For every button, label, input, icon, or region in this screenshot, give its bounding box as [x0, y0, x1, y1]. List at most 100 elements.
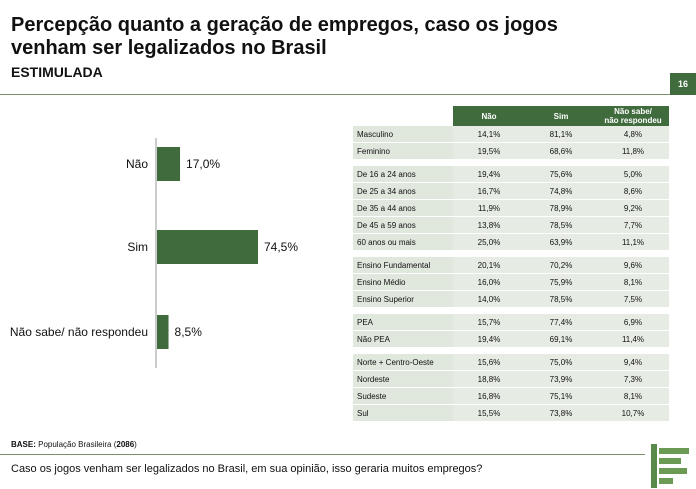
base-close: ) [134, 440, 137, 449]
table-cell: 16,0% [453, 273, 525, 291]
table-cell: 14,1% [453, 126, 525, 143]
table-cell: 69,1% [525, 330, 597, 348]
category-label: Sim [127, 240, 148, 254]
page-subtitle: ESTIMULADA [11, 64, 103, 80]
page-title: Percepção quanto a geração de empregos, … [11, 14, 558, 60]
table-row: Ensino Superior 14,0% 78,5% 7,5% [353, 290, 669, 308]
breakdown-table: Não Sim Não sabe/não respondeu Masculino… [353, 106, 669, 422]
table-row: De 16 a 24 anos 19,4% 75,6% 5,0% [353, 166, 669, 183]
table-cell: 9,6% [597, 257, 669, 274]
title-line-2: venham ser legalizados no Brasil [11, 37, 327, 59]
table-header-row: Não Sim Não sabe/não respondeu [353, 106, 669, 126]
table-header-sim: Sim [525, 106, 597, 126]
table-cell: 6,9% [597, 314, 669, 331]
table-header-nao-sabe: Não sabe/não respondeu [597, 106, 669, 126]
table-row-label: Ensino Fundamental [353, 257, 453, 274]
table-cell: 70,2% [525, 257, 597, 274]
table-row-label: Não PEA [353, 330, 453, 348]
category-label: Não [126, 157, 148, 171]
table-cell: 77,4% [525, 314, 597, 331]
base-text: População Brasileira ( [35, 440, 117, 449]
table-row-label: Feminino [353, 142, 453, 160]
base-count: 2086 [116, 440, 135, 449]
title-line-1: Percepção quanto a geração de empregos, … [11, 14, 558, 36]
base-note: BASE: População Brasileira (2086) [11, 440, 137, 449]
table-group-gap [353, 250, 669, 257]
table-row-label: Sudeste [353, 387, 453, 405]
category-label: Não sabe/ não respondeu [10, 325, 148, 339]
table-row-label: De 35 a 44 anos [353, 199, 453, 217]
table-row: 60 anos ou mais 25,0% 63,9% 11,1% [353, 233, 669, 251]
base-label: BASE: [11, 440, 36, 449]
table-cell: 8,1% [597, 387, 669, 405]
table-cell: 7,3% [597, 370, 669, 388]
table-cell: 8,1% [597, 273, 669, 291]
table-header-empty [353, 106, 453, 126]
table-row: Ensino Médio 16,0% 75,9% 8,1% [353, 273, 669, 291]
table-header-nao: Não [453, 106, 525, 126]
table-cell: 25,0% [453, 233, 525, 251]
table-row-label: Sul [353, 404, 453, 422]
table-row-label: Ensino Médio [353, 273, 453, 291]
table-cell: 19,4% [453, 330, 525, 348]
table-cell: 19,5% [453, 142, 525, 160]
bar [157, 315, 169, 349]
table-row: Feminino 19,5% 68,6% 11,8% [353, 142, 669, 160]
table-cell: 16,7% [453, 182, 525, 200]
table-cell: 9,4% [597, 354, 669, 371]
table-row-label: Ensino Superior [353, 290, 453, 308]
table-cell: 13,8% [453, 216, 525, 234]
table-cell: 16,8% [453, 387, 525, 405]
header-divider [0, 94, 670, 95]
table-cell: 81,1% [525, 126, 597, 143]
table-cell: 11,8% [597, 142, 669, 160]
table-row: Não PEA 19,4% 69,1% 11,4% [353, 330, 669, 348]
table-cell: 75,0% [525, 354, 597, 371]
table-cell: 73,9% [525, 370, 597, 388]
table-row-label: De 16 a 24 anos [353, 166, 453, 183]
table-cell: 63,9% [525, 233, 597, 251]
table-cell: 78,5% [525, 216, 597, 234]
table-group-gap [353, 307, 669, 314]
footer-divider [0, 454, 645, 455]
data-label: 74,5% [264, 240, 298, 254]
table-cell: 20,1% [453, 257, 525, 274]
bar [157, 147, 181, 181]
brand-logo-icon [651, 444, 689, 488]
table-cell: 19,4% [453, 166, 525, 183]
table-cell: 7,5% [597, 290, 669, 308]
table-cell: 11,4% [597, 330, 669, 348]
table-header-nao-sabe-text: Não sabe/não respondeu [604, 107, 662, 125]
table-cell: 68,6% [525, 142, 597, 160]
table-cell: 78,9% [525, 199, 597, 217]
table-row-label: De 45 a 59 anos [353, 216, 453, 234]
bar [157, 230, 258, 264]
table-row-label: Nordeste [353, 370, 453, 388]
data-label: 17,0% [186, 157, 220, 171]
table-cell: 11,1% [597, 233, 669, 251]
table-cell: 8,6% [597, 182, 669, 200]
table-row-label: Norte + Centro-Oeste [353, 354, 453, 371]
table-cell: 75,6% [525, 166, 597, 183]
table-cell: 15,6% [453, 354, 525, 371]
table-row: Ensino Fundamental 20,1% 70,2% 9,6% [353, 257, 669, 274]
table-row: Sul 15,5% 73,8% 10,7% [353, 404, 669, 422]
table-row: PEA 15,7% 77,4% 6,9% [353, 314, 669, 331]
table-cell: 14,0% [453, 290, 525, 308]
table-row-label: 60 anos ou mais [353, 233, 453, 251]
table-cell: 75,9% [525, 273, 597, 291]
table-row: Norte + Centro-Oeste 15,6% 75,0% 9,4% [353, 354, 669, 371]
table-cell: 75,1% [525, 387, 597, 405]
table-row-label: De 25 a 34 anos [353, 182, 453, 200]
table-row: De 35 a 44 anos 11,9% 78,9% 9,2% [353, 199, 669, 217]
table-cell: 15,7% [453, 314, 525, 331]
table-cell: 5,0% [597, 166, 669, 183]
table-row: De 45 a 59 anos 13,8% 78,5% 7,7% [353, 216, 669, 234]
survey-question: Caso os jogos venham ser legalizados no … [11, 463, 483, 475]
data-label: 8,5% [175, 325, 203, 339]
table-cell: 10,7% [597, 404, 669, 422]
table-group-gap [353, 159, 669, 166]
table-cell: 73,8% [525, 404, 597, 422]
table-row-label: PEA [353, 314, 453, 331]
bar-chart: Não 17,0% Sim 74,5% Não sabe/ não respondeu 8… [10, 138, 298, 368]
